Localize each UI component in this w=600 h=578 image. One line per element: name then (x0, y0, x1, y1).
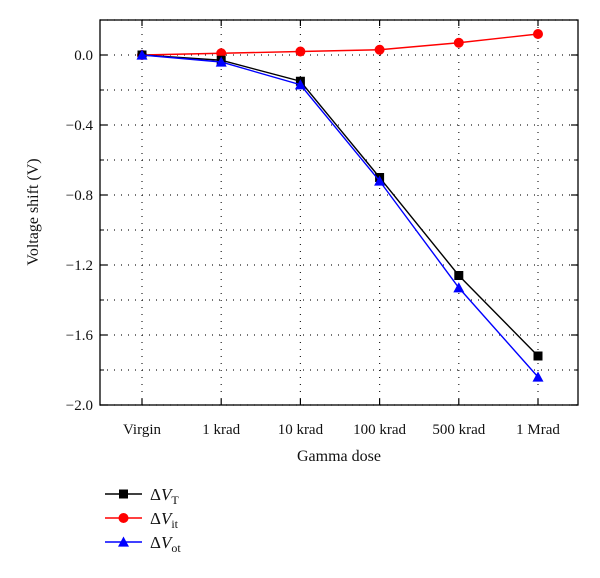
axis-ticks: Virgin 1 krad 10 krad 100 krad 500 krad 1 Mra… (66, 20, 578, 438)
y-tick-label: −0.8 (66, 188, 93, 204)
data-point-ot (294, 79, 306, 90)
x-tick-label: 100 krad (353, 422, 406, 438)
data-point-it (374, 44, 385, 55)
legend-marker (118, 536, 129, 547)
data-point-ot (136, 49, 148, 60)
plot-frame (99, 19, 579, 406)
legend-marker (119, 489, 128, 499)
series-line-T (141, 54, 539, 357)
data-point-it (453, 37, 464, 48)
y-tick-label: 0.0 (74, 48, 93, 64)
legend-entry-ot: ΔVot (105, 533, 181, 555)
data-point-ot (532, 371, 544, 382)
legend-entry-T: ΔVT (105, 485, 179, 507)
y-tick-label: −1.2 (66, 258, 93, 274)
y-axis-label: Voltage shift (V) (25, 158, 42, 265)
data-point-ot (215, 56, 227, 67)
legend-label: ΔVit (150, 509, 179, 531)
data-point-T (533, 351, 543, 361)
y-tick-label: −1.6 (66, 328, 94, 344)
legend-label: ΔVT (150, 485, 179, 507)
grid (100, 19, 578, 406)
data-point-ot (453, 282, 465, 293)
series-ot (136, 49, 544, 382)
legend-entry-it: ΔVit (105, 509, 179, 531)
data-point-ot (374, 175, 386, 186)
legend-label: ΔVot (150, 533, 181, 555)
series-it (137, 29, 543, 60)
x-axis-label: Gamma dose (297, 448, 381, 465)
x-tick-label: 1 Mrad (516, 422, 560, 438)
legend-marker (118, 513, 129, 523)
data-point-it (533, 29, 543, 39)
x-tick-label: 10 krad (278, 422, 324, 438)
data-point-it (295, 46, 306, 57)
series-line-it (141, 33, 539, 56)
x-tick-label: 1 krad (202, 422, 240, 438)
x-tick-label: Virgin (123, 422, 161, 438)
series-line-ot (141, 54, 539, 378)
series-layer (136, 29, 544, 382)
y-tick-label: −2.0 (66, 398, 93, 414)
x-tick-label: 500 krad (432, 422, 485, 438)
y-tick-label: −0.4 (66, 118, 94, 134)
data-point-T (454, 271, 464, 280)
